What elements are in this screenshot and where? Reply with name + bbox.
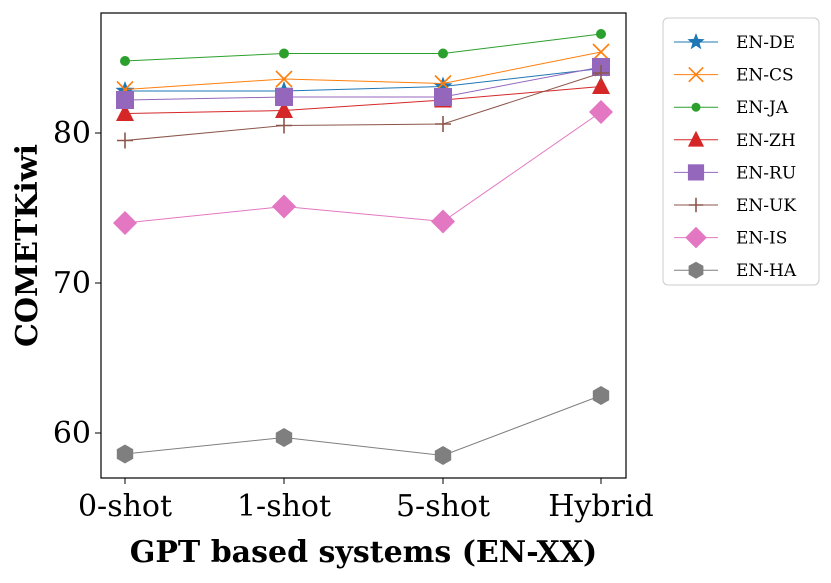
data-point-en-is-5-shot — [431, 209, 455, 234]
series-line-en-zh — [124, 86, 602, 114]
legend-marker-en-uk — [688, 197, 704, 213]
y-axis-title: COMETKiwi — [10, 144, 45, 347]
y-tick-label: 60 — [53, 416, 91, 451]
legend-marker-en-is — [685, 226, 707, 249]
plot-frame — [100, 12, 627, 479]
legend-item-en-is: EN-IS — [674, 226, 787, 249]
legend-marker-en-ru — [687, 164, 705, 181]
data-point-en-de-5-shot — [433, 76, 453, 95]
data-point-en-cs-hybrid — [592, 43, 610, 61]
legend-box — [662, 17, 820, 286]
legend-label-en-zh: EN-ZH — [736, 131, 796, 151]
legend-label-en-ja: EN-JA — [736, 98, 789, 118]
data-point-en-ha-hybrid — [592, 386, 610, 405]
legend-marker-en-ha — [688, 261, 704, 279]
series-en-ha — [116, 386, 610, 465]
data-point-en-ru-1-shot — [275, 88, 293, 106]
data-point-en-zh-0-shot — [116, 103, 134, 121]
series-line-en-uk — [124, 72, 602, 141]
series-layer — [113, 29, 613, 465]
legend-marker-en-zh — [687, 130, 705, 147]
data-point-en-ru-5-shot — [434, 88, 452, 106]
data-point-en-ha-1-shot — [275, 428, 293, 447]
y-tick-label: 70 — [53, 266, 91, 301]
series-line-en-is — [124, 111, 602, 224]
legend-label-en-ha: EN-HA — [736, 261, 797, 281]
data-point-en-uk-1-shot — [276, 117, 292, 134]
data-point-en-is-hybrid — [589, 100, 613, 124]
data-point-en-zh-hybrid — [592, 76, 610, 94]
data-point-en-cs-1-shot — [275, 70, 293, 88]
legend-label-en-uk: EN-UK — [736, 196, 796, 216]
series-line-en-ha — [124, 395, 602, 457]
series-line-en-de — [125, 68, 602, 92]
legend-label-en-de: EN-DE — [736, 33, 795, 53]
data-point-en-uk-0-shot — [117, 132, 133, 149]
data-point-en-is-1-shot — [272, 194, 296, 219]
data-point-en-ja-1-shot — [279, 48, 289, 59]
legend: EN-DE EN-CS EN-JA EN-ZH EN-RU EN-UK EN-IS EN-HA — [662, 17, 820, 286]
x-tick-label: Hybrid — [548, 489, 653, 524]
series-en-is — [113, 100, 613, 235]
series-en-ru — [116, 58, 610, 109]
data-point-en-ha-0-shot — [116, 444, 134, 464]
legend-item-en-ha: EN-HA — [674, 261, 797, 281]
legend-label-en-cs: EN-CS — [736, 66, 794, 86]
data-point-en-uk-hybrid — [593, 65, 609, 81]
legend-item-en-de: EN-DE — [674, 33, 795, 53]
series-line-en-cs — [124, 51, 602, 90]
legend-marker-en-ja — [691, 102, 701, 112]
x-axis-title: GPT based systems (EN-XX) — [130, 535, 598, 570]
data-point-en-ha-5-shot — [434, 446, 452, 465]
legend-label-en-ru: EN-RU — [736, 163, 796, 183]
legend-item-en-ja: EN-JA — [674, 98, 789, 118]
series-line-en-ja — [124, 33, 602, 62]
data-point-en-ja-hybrid — [596, 29, 606, 39]
series-en-uk — [117, 65, 609, 149]
series-en-cs — [116, 43, 610, 99]
legend-item-en-uk: EN-UK — [674, 196, 796, 216]
series-line-en-ru — [124, 66, 602, 101]
legend-label-en-is: EN-IS — [736, 229, 787, 249]
data-point-en-ja-0-shot — [120, 56, 130, 66]
data-point-en-zh-1-shot — [275, 100, 293, 118]
data-point-en-ru-0-shot — [116, 91, 134, 109]
data-point-en-uk-5-shot — [435, 116, 451, 132]
y-tick-label: 80 — [53, 116, 91, 151]
x-tick-label: 0-shot — [78, 489, 172, 524]
x-tick-label: 5-shot — [396, 489, 490, 524]
legend-marker-en-cs — [688, 66, 704, 83]
legend-marker-en-de — [687, 33, 705, 50]
x-tick-label: 1-shot — [237, 489, 331, 524]
data-point-en-ja-5-shot — [438, 48, 448, 59]
data-point-en-is-0-shot — [113, 211, 137, 235]
legend-item-en-zh: EN-ZH — [674, 130, 796, 151]
legend-item-en-ru: EN-RU — [674, 163, 796, 183]
legend-item-en-cs: EN-CS — [674, 66, 794, 86]
axes-layer: 0-shot 1-shot 5-shot Hybrid 60 70 80 — [53, 12, 654, 524]
series-en-ja — [120, 29, 606, 66]
